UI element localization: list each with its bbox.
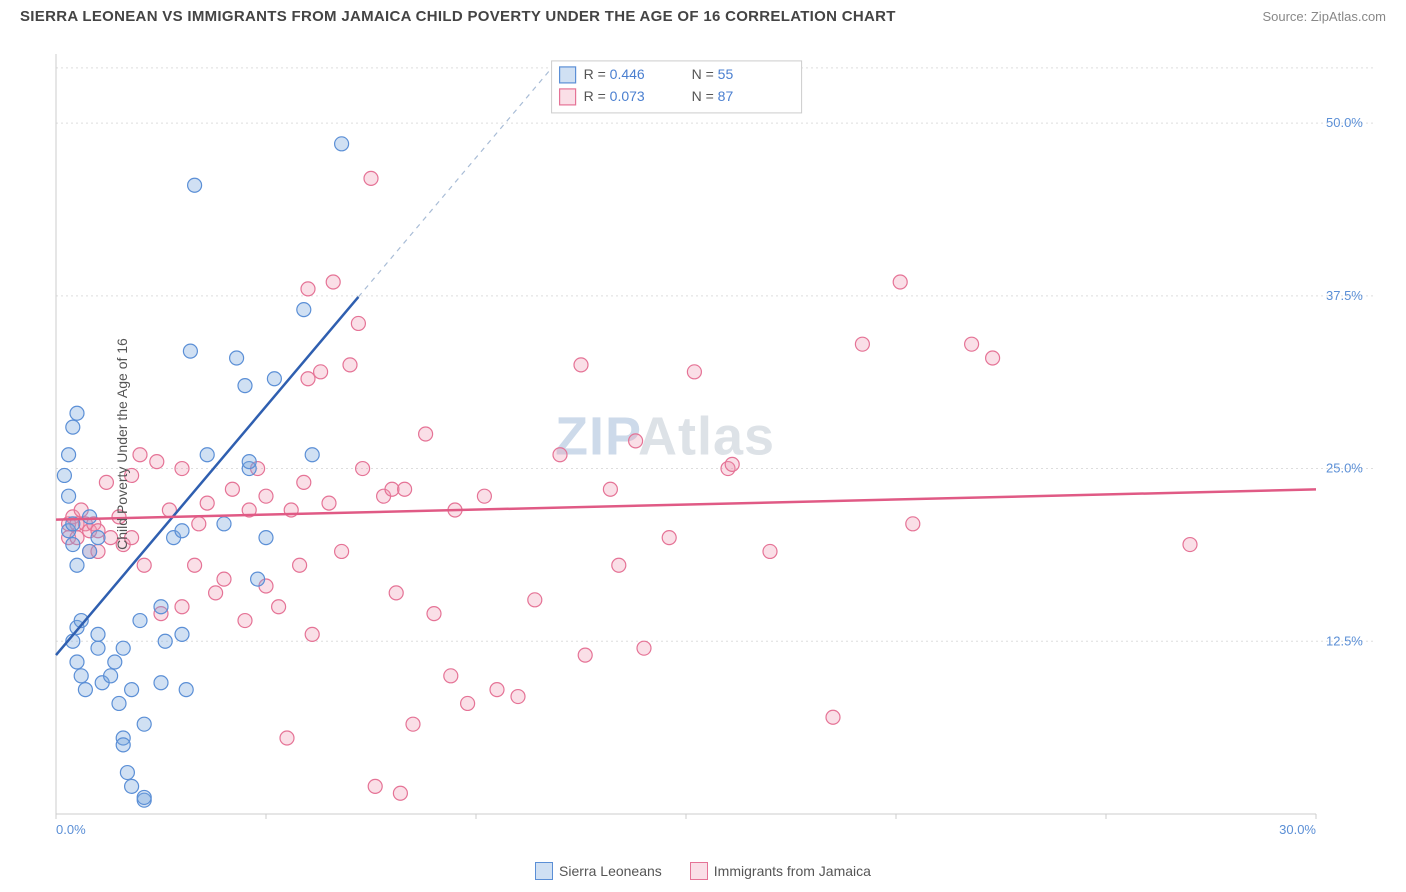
svg-text:R = 0.446: R = 0.446 — [584, 66, 645, 82]
plot-area: Child Poverty Under the Age of 16 ZIPAtl… — [46, 46, 1386, 842]
svg-text:ZIPAtlas: ZIPAtlas — [555, 407, 775, 467]
legend-item-a: Sierra Leoneans — [535, 862, 662, 880]
svg-text:N = 55: N = 55 — [692, 66, 734, 82]
legend-item-b: Immigrants from Jamaica — [690, 862, 871, 880]
svg-text:N = 87: N = 87 — [692, 88, 734, 104]
swatch-icon — [690, 862, 708, 880]
chart-title: SIERRA LEONEAN VS IMMIGRANTS FROM JAMAIC… — [20, 8, 896, 25]
svg-text:12.5%: 12.5% — [1326, 633, 1363, 648]
svg-text:30.0%: 30.0% — [1279, 822, 1316, 837]
scatter-plot: ZIPAtlas 12.5% 25.0% 37.5% 50.0% 0.0% 30.0% R =… — [46, 46, 1386, 842]
svg-text:25.0%: 25.0% — [1326, 461, 1363, 476]
y-axis-label: Child Poverty Under the Age of 16 — [114, 338, 130, 550]
source-attribution: Source: ZipAtlas.com — [1262, 9, 1386, 24]
swatch-icon — [535, 862, 553, 880]
svg-text:50.0%: 50.0% — [1326, 115, 1363, 130]
chart-header: SIERRA LEONEAN VS IMMIGRANTS FROM JAMAIC… — [0, 0, 1406, 29]
svg-text:37.5%: 37.5% — [1326, 288, 1363, 303]
series-a — [57, 137, 348, 807]
legend-label-b: Immigrants from Jamaica — [714, 863, 871, 879]
legend-label-a: Sierra Leoneans — [559, 863, 662, 879]
legend-bottom: Sierra Leoneans Immigrants from Jamaica — [0, 862, 1406, 880]
svg-text:0.0%: 0.0% — [56, 822, 86, 837]
series-b — [62, 171, 1197, 800]
svg-text:R = 0.073: R = 0.073 — [584, 88, 645, 104]
